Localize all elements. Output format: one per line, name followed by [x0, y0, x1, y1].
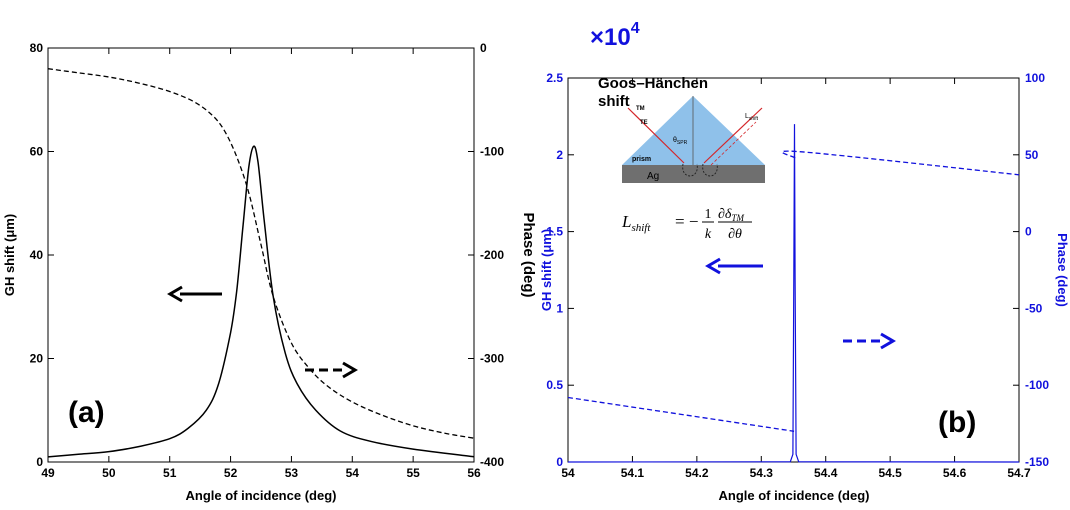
- silver-film: [622, 165, 765, 183]
- y-left-tick-label: 2.5: [546, 71, 563, 85]
- inset-schematic: Goos–Hänchen shift TM TE θSPR Lshift pri…: [598, 75, 765, 183]
- x-tick-label: 54: [561, 466, 575, 480]
- reflected-beam-shifted: [710, 121, 757, 166]
- x-tick-label: 54.2: [685, 466, 709, 480]
- y-left-tick-label: 20: [30, 352, 44, 366]
- panel-a-plot-area: [47, 47, 475, 463]
- formula-lhs: Lshift: [621, 212, 651, 234]
- y-right-tick-label: -100: [1025, 378, 1049, 392]
- formula-k: k: [705, 227, 712, 242]
- x-tick-label: 54.3: [750, 466, 774, 480]
- x-tick-label: 54.4: [814, 466, 838, 480]
- y-right-tick-label: -150: [1025, 455, 1049, 469]
- left-axis-arrow-head: [167, 285, 183, 303]
- panel-b-series: [567, 124, 1020, 463]
- formula-denominator: ∂θ: [728, 227, 742, 242]
- panel-a-xlabel: Angle of incidence (deg): [186, 488, 337, 503]
- y-left-tick-label: 40: [30, 248, 44, 262]
- x-tick-label: 53: [285, 466, 299, 480]
- y-right-tick-label: 100: [1025, 71, 1045, 85]
- evanescent-loops: [682, 163, 718, 177]
- x-tick-label: 54.7: [1007, 466, 1031, 480]
- panel-b-ylabel-left: GH shift (μm): [539, 229, 554, 311]
- reflected-beam: [703, 107, 763, 164]
- inset-metal-label: Ag: [647, 171, 659, 182]
- formula-numerator: ∂δTM: [718, 207, 744, 223]
- panel-b-label: (b): [938, 406, 976, 439]
- panel-a: 49 50 51 52 53 54 55 56 0 20 40 60 80 -400 -300 -200 -10…: [2, 41, 537, 503]
- panel-a-ylabel-right: Phase (deg): [520, 212, 537, 297]
- inset-tm-label: TM: [636, 106, 645, 112]
- gh-shift-formula: Lshift = − 1 k ∂δTM ∂θ: [621, 207, 752, 242]
- panel-a-arrows: [167, 285, 358, 379]
- y-right-tick-label: 0: [1025, 225, 1032, 239]
- gh-shift-curve-0: [567, 124, 1020, 463]
- y-left-tick-label: 60: [30, 145, 44, 159]
- y-left-tick-label: 1.5: [546, 225, 563, 239]
- inset-prism-label: prism: [632, 156, 651, 163]
- panel-a-series: [47, 68, 475, 458]
- y-right-tick-label: -50: [1025, 301, 1043, 315]
- panel-a-ticks: 49 50 51 52 53 54 55 56 0 20 40 60 80 -400 -300 -200 -10…: [30, 41, 505, 480]
- inset-shift-label: Lshift: [745, 113, 759, 122]
- formula-one: 1: [705, 207, 712, 222]
- x-tick-label: 49: [41, 466, 55, 480]
- y-right-tick-label: -200: [480, 248, 504, 262]
- inset-title-line1: Goos–Hänchen: [598, 75, 708, 92]
- panel-b-ylabel-right: Phase (deg): [1055, 233, 1070, 307]
- x-tick-label: 51: [163, 466, 177, 480]
- x-tick-label: 54.5: [878, 466, 902, 480]
- phase-curve-2: [781, 150, 1020, 176]
- panel-b-xlabel: Angle of incidence (deg): [719, 488, 870, 503]
- inset-te-label: TE: [640, 120, 648, 126]
- y-left-tick-label: 2: [556, 148, 563, 162]
- phase-curve-1: [47, 68, 475, 439]
- y-left-tick-label: 0.5: [546, 378, 563, 392]
- right-axis-arrow-head: [342, 361, 358, 379]
- x-tick-label: 54.6: [943, 466, 967, 480]
- gh-shift-curve-0: [47, 145, 475, 458]
- y-right-tick-label: -300: [480, 352, 504, 366]
- incident-beam: [627, 107, 685, 164]
- panel-b: 54 54.1 54.2 54.3 54.4 54.5 54.6 54.7 0 0.5 1 1.5 2 2…: [539, 20, 1070, 503]
- x-tick-label: 52: [224, 466, 238, 480]
- panel-b-scale-label: ×104: [590, 20, 640, 51]
- inset-theta-label: θSPR: [673, 137, 688, 146]
- y-left-tick-label: 1: [556, 301, 563, 315]
- right-axis-arrow-head: [880, 332, 896, 350]
- y-left-tick-label: 0: [556, 455, 563, 469]
- panel-a-label: (a): [68, 396, 105, 429]
- x-tick-label: 50: [102, 466, 116, 480]
- y-right-tick-label: -400: [480, 455, 504, 469]
- y-left-tick-label: 0: [36, 455, 43, 469]
- x-tick-label: 55: [406, 466, 420, 480]
- panel-b-ticks: 54 54.1 54.2 54.3 54.4 54.5 54.6 54.7 0 0.5 1 1.5 2 2…: [546, 71, 1049, 480]
- left-axis-arrow-head: [705, 257, 721, 275]
- x-tick-label: 54: [346, 466, 360, 480]
- panel-a-ylabel-left: GH shift (μm): [2, 214, 17, 296]
- inset-title-line2: shift: [598, 93, 630, 110]
- phase-curve-1: [567, 396, 795, 432]
- formula-equals: = −: [675, 212, 698, 231]
- y-left-tick-label: 80: [30, 41, 44, 55]
- y-right-tick-label: 50: [1025, 148, 1039, 162]
- y-right-tick-label: -100: [480, 145, 504, 159]
- x-tick-label: 56: [467, 466, 481, 480]
- panel-b-arrows: [705, 257, 896, 350]
- y-right-tick-label: 0: [480, 41, 487, 55]
- x-tick-label: 54.1: [621, 466, 645, 480]
